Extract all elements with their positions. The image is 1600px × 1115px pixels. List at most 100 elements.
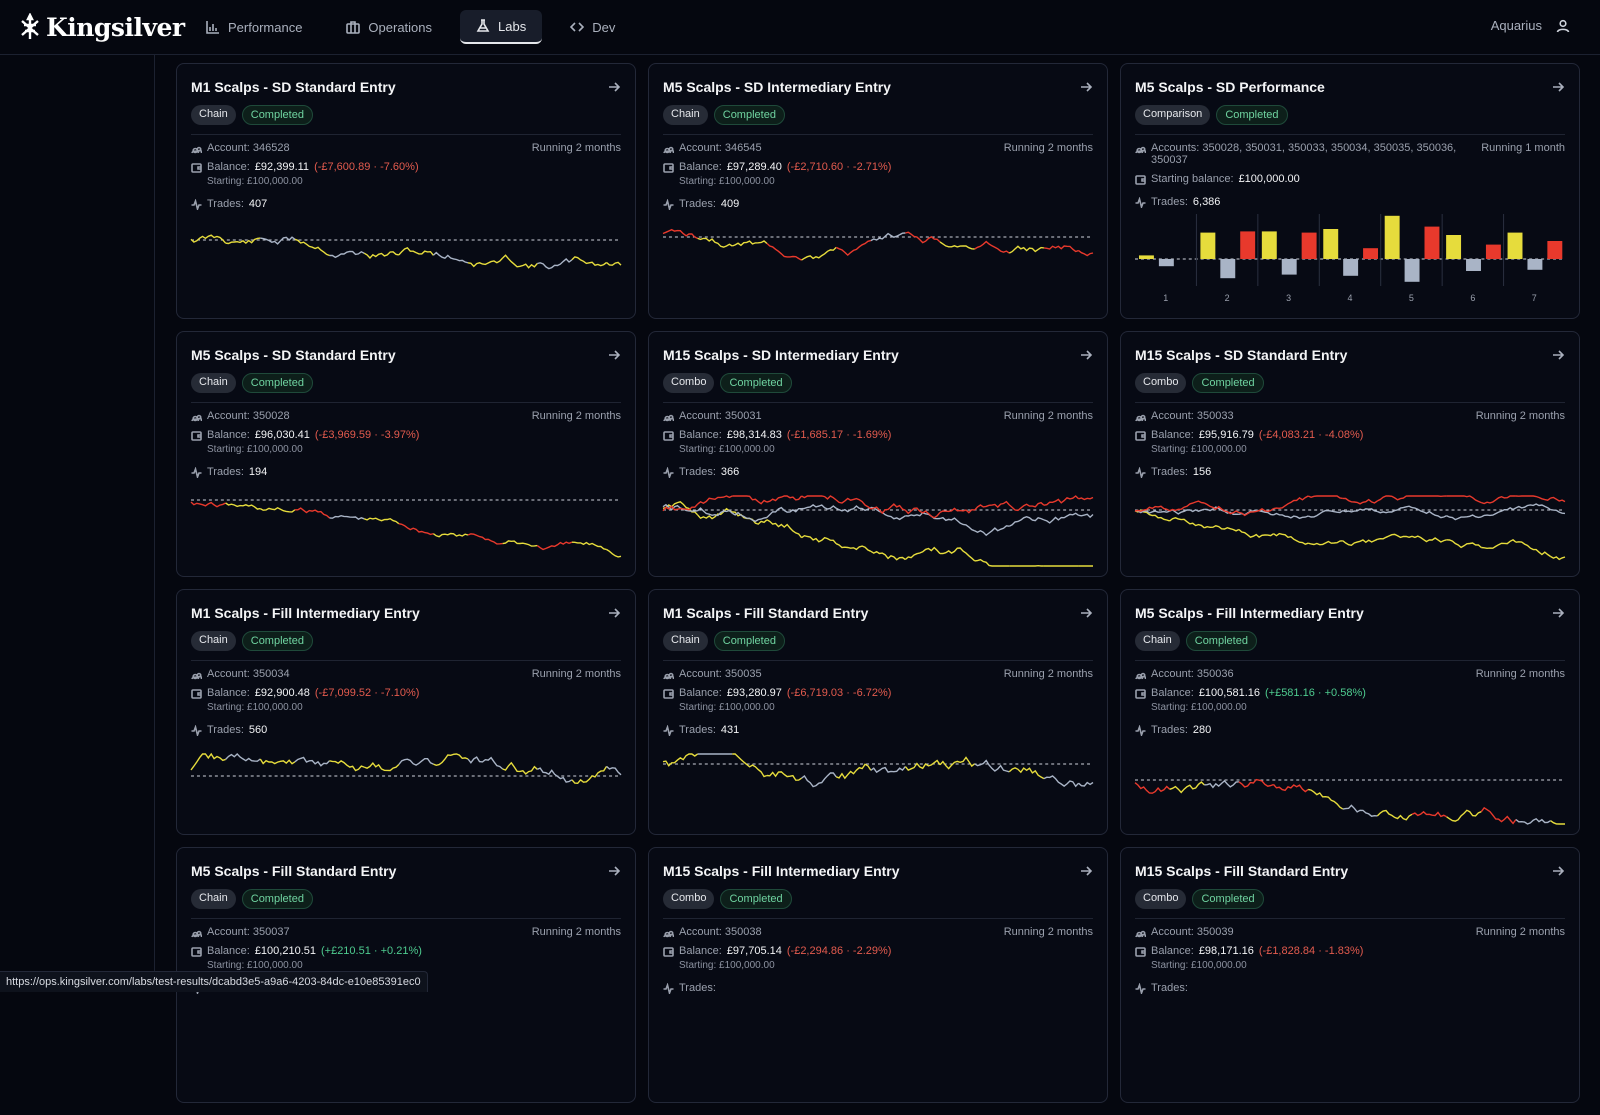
starting-balance: Starting: £100,000.00 xyxy=(207,702,621,713)
test-result-card[interactable]: M5 Scalps - SD Standard Entry Chain Comp… xyxy=(176,331,636,577)
activity-icon xyxy=(1135,467,1146,478)
account-label: Account: xyxy=(207,142,250,154)
users-icon xyxy=(191,143,202,154)
arrow-right-icon xyxy=(1551,348,1565,362)
test-result-card[interactable]: M15 Scalps - SD Standard Entry Combo Com… xyxy=(1120,331,1580,577)
trades-label: Trades: xyxy=(1151,982,1188,994)
equity-line xyxy=(1274,514,1309,519)
open-result-button[interactable] xyxy=(1551,864,1565,878)
balance-label: Balance: xyxy=(679,945,722,957)
wallet-icon xyxy=(663,946,674,957)
wallet-icon xyxy=(663,430,674,441)
equity-line xyxy=(1204,781,1239,788)
type-badge: Chain xyxy=(191,105,236,125)
equity-line xyxy=(940,242,975,249)
nav-labs[interactable]: Labs xyxy=(460,10,542,44)
users-icon xyxy=(663,143,674,154)
trades-label: Trades: xyxy=(207,466,244,478)
card-title: M5 Scalps - Fill Intermediary Entry xyxy=(1135,605,1565,621)
nav-dev[interactable]: Dev xyxy=(554,10,631,44)
comparison-bar xyxy=(1466,259,1481,271)
type-badge: Combo xyxy=(663,889,714,909)
equity-line xyxy=(802,496,837,500)
equity-line xyxy=(399,248,434,256)
test-result-card[interactable]: M5 Scalps - SD Performance Comparison Co… xyxy=(1120,63,1580,319)
equity-line xyxy=(836,764,871,778)
arrow-right-icon xyxy=(1079,348,1093,362)
equity-line xyxy=(975,526,1010,535)
brand-logo[interactable]: Kingsilver xyxy=(18,11,185,43)
equity-line xyxy=(767,508,802,518)
trades-label: Trades: xyxy=(1151,466,1188,478)
equity-chart xyxy=(1135,752,1565,826)
equity-line xyxy=(767,772,802,780)
user-name: Aquarius xyxy=(1491,18,1542,33)
open-result-button[interactable] xyxy=(607,864,621,878)
activity-icon xyxy=(1135,983,1146,994)
open-result-button[interactable] xyxy=(607,606,621,620)
equity-line xyxy=(975,502,1010,510)
arrow-right-icon xyxy=(1079,864,1093,878)
running-duration: Running 2 months xyxy=(532,410,621,422)
open-result-button[interactable] xyxy=(1551,606,1565,620)
equity-chart xyxy=(663,226,1093,300)
flask-icon xyxy=(476,19,490,33)
account-value: 350039 xyxy=(1197,926,1234,938)
user-menu[interactable]: Aquarius xyxy=(1491,18,1570,33)
open-result-button[interactable] xyxy=(1551,348,1565,362)
wallet-icon xyxy=(191,430,202,441)
open-result-button[interactable] xyxy=(1079,348,1093,362)
open-result-button[interactable] xyxy=(1079,606,1093,620)
open-result-button[interactable] xyxy=(607,80,621,94)
nav-dev-label: Dev xyxy=(592,20,615,35)
type-badge: Chain xyxy=(191,889,236,909)
test-result-card[interactable]: M5 Scalps - Fill Intermediary Entry Chai… xyxy=(1120,589,1580,835)
balance-label: Balance: xyxy=(1151,687,1194,699)
equity-line xyxy=(836,499,871,509)
starting-balance: Starting: £100,000.00 xyxy=(207,444,621,455)
test-result-card[interactable]: M1 Scalps - SD Standard Entry Chain Comp… xyxy=(176,63,636,319)
balance-change: (-£3,969.59 · -3.97%) xyxy=(315,429,420,441)
equity-line xyxy=(732,513,767,522)
category-tick-label: 4 xyxy=(1348,293,1353,303)
equity-line xyxy=(330,516,365,520)
card-title: M1 Scalps - Fill Standard Entry xyxy=(663,605,1093,621)
open-result-button[interactable] xyxy=(1079,80,1093,94)
test-result-card[interactable]: M1 Scalps - Fill Intermediary Entry Chai… xyxy=(176,589,636,835)
arrow-right-icon xyxy=(1551,864,1565,878)
open-result-button[interactable] xyxy=(607,348,621,362)
open-result-button[interactable] xyxy=(1551,80,1565,94)
account-label: Account: xyxy=(679,142,722,154)
account-value: 350037 xyxy=(253,926,290,938)
trades-value: 6,386 xyxy=(1193,196,1221,208)
account-label: Account: xyxy=(1151,668,1194,680)
nav-performance[interactable]: Performance xyxy=(190,10,318,44)
comparison-bar xyxy=(1385,216,1400,259)
account-value: 350036 xyxy=(1197,668,1234,680)
equity-line xyxy=(1308,496,1343,498)
balance-label: Balance: xyxy=(1151,945,1194,957)
test-result-card[interactable]: M15 Scalps - SD Intermediary Entry Combo… xyxy=(648,331,1108,577)
type-badge: Chain xyxy=(663,631,708,651)
nav-operations[interactable]: Operations xyxy=(330,10,448,44)
equity-line xyxy=(1204,503,1239,514)
test-result-card[interactable]: M5 Scalps - SD Intermediary Entry Chain … xyxy=(648,63,1108,319)
open-result-button[interactable] xyxy=(1079,864,1093,878)
comparison-bar xyxy=(1446,235,1461,259)
equity-line xyxy=(607,766,621,774)
equity-line xyxy=(572,766,607,783)
equity-line xyxy=(1447,496,1482,503)
equity-line xyxy=(1551,510,1565,514)
starting-balance: Starting: £100,000.00 xyxy=(679,176,1093,187)
trades-label: Trades: xyxy=(679,724,716,736)
test-result-card[interactable]: M1 Scalps - Fill Standard Entry Chain Co… xyxy=(648,589,1108,835)
equity-chart xyxy=(663,494,1093,568)
comparison-bar xyxy=(1240,231,1255,259)
test-result-card[interactable]: M15 Scalps - Fill Standard Entry Combo C… xyxy=(1120,847,1580,1103)
equity-line xyxy=(802,505,837,509)
test-result-card[interactable]: M15 Scalps - Fill Intermediary Entry Com… xyxy=(648,847,1108,1103)
equity-line xyxy=(767,520,802,538)
account-label: Account: xyxy=(679,668,722,680)
equity-line xyxy=(1551,821,1565,824)
status-badge: Completed xyxy=(1192,373,1263,393)
